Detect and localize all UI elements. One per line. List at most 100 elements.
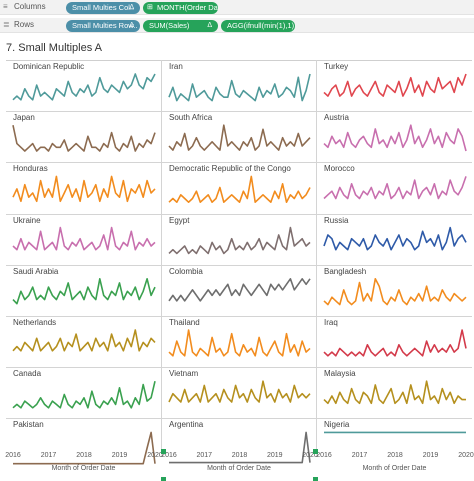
- panel-title: Malaysia: [324, 369, 356, 379]
- x-tick-label: 2019: [111, 452, 128, 459]
- rows-shelf-label: Rows: [14, 20, 35, 29]
- columns-pill-month-order-date[interactable]: ⊞ MONTH(Order Da..: [143, 2, 218, 14]
- panel-austria: Austria: [317, 111, 472, 162]
- panel-vietnam: Vietnam: [162, 367, 316, 418]
- series-line-austria: [323, 124, 467, 152]
- panel-title: Bangladesh: [324, 266, 367, 276]
- panel-nigeria: Nigeria: [317, 418, 472, 469]
- panel-democratic-republic-of-the-congo: Democratic Republic of the Congo: [162, 162, 316, 213]
- columns-shelf-label: Columns: [14, 2, 46, 11]
- series-line-canada: [12, 381, 156, 409]
- series-line-iran: [168, 73, 311, 102]
- series-line-malaysia: [323, 380, 466, 405]
- grid-top-border: [6, 60, 472, 61]
- panel-title: Canada: [13, 369, 42, 379]
- resize-handle[interactable]: [313, 449, 318, 454]
- series-line-netherlands: [12, 329, 156, 352]
- grid-divider: [316, 60, 317, 450]
- series-line-vietnam: [168, 380, 311, 403]
- x-tick-label: 2020: [147, 452, 163, 459]
- x-tick-label: 2017: [196, 452, 213, 459]
- panel-title: South Africa: [169, 113, 213, 123]
- rows-pill-sum-sales[interactable]: SUM(Sales) Δ: [143, 20, 218, 32]
- panel-title: Honduras: [13, 164, 48, 174]
- row-divider: [6, 367, 472, 369]
- x-axis-title: Month of Order Date: [362, 465, 427, 472]
- panel-bangladesh: Bangladesh: [317, 265, 472, 316]
- x-tick-label: 2017: [351, 452, 368, 459]
- panel-saudi-arabia: Saudi Arabia: [6, 265, 161, 316]
- panel-title: Iraq: [324, 318, 338, 327]
- series-line-russia: [323, 226, 467, 251]
- panel-title: Japan: [13, 113, 35, 123]
- series-line-bangladesh: [323, 277, 467, 306]
- rows-icon: ≣: [3, 20, 10, 29]
- panel-title: Austria: [324, 113, 349, 123]
- panel-malaysia: Malaysia: [317, 367, 472, 418]
- panel-title: Nigeria: [324, 420, 350, 430]
- panel-russia: Russia: [317, 214, 472, 265]
- series-line-ukraine: [12, 226, 156, 251]
- panel-title: Russia: [324, 215, 349, 225]
- pill-text: MONTH(Order Da..: [157, 3, 218, 12]
- panel-dominican-republic: Dominican Republic: [6, 60, 161, 111]
- series-line-egypt: [168, 226, 311, 255]
- x-tick-label: 2018: [76, 452, 92, 459]
- panel-japan: Japan: [6, 111, 161, 162]
- x-axis-title: Month of Order Date: [207, 465, 271, 472]
- resize-handle[interactable]: [161, 449, 166, 454]
- panel-iran: Iran: [162, 60, 316, 111]
- resize-handle[interactable]: [161, 477, 166, 481]
- row-divider: [6, 264, 472, 266]
- panel-ukraine: Ukraine: [6, 214, 161, 265]
- columns-shelf: ≡ Columns Small Multies Col.. Δ ⊞ MONTH(…: [0, 0, 474, 15]
- delta-icon: Δ: [129, 4, 134, 11]
- row-divider: [6, 162, 472, 164]
- series-line-colombia: [168, 277, 311, 302]
- pill-text: Small Multies Row..: [72, 21, 138, 30]
- pill-text: SUM(Sales): [149, 21, 190, 30]
- resize-handle[interactable]: [313, 477, 318, 481]
- x-tick-label: 2017: [40, 452, 57, 459]
- series-line-dominican-republic: [12, 73, 156, 101]
- x-tick-label: 2019: [266, 452, 283, 459]
- rows-pill-agg-ifnull[interactable]: AGG(ifnull(min(1),1)): [221, 20, 295, 32]
- series-line-morocco: [323, 176, 467, 200]
- rows-pill-small-multiples-row[interactable]: Small Multies Row.. Δ: [66, 20, 140, 32]
- panel-title: Iran: [169, 62, 183, 71]
- x-tick-label: 2020: [302, 452, 318, 459]
- series-line-iraq: [323, 329, 467, 357]
- x-axis-title: Month of Order Date: [51, 465, 116, 472]
- panel-netherlands: Netherlands: [6, 316, 161, 367]
- rows-shelf: ≣ Rows Small Multies Row.. Δ SUM(Sales) …: [0, 18, 474, 33]
- delta-icon: Δ: [129, 22, 134, 29]
- panel-title: Netherlands: [13, 318, 57, 327]
- series-line-saudi-arabia: [12, 277, 156, 305]
- panel-title: Democratic Republic of the Congo: [169, 164, 291, 174]
- panel-pakistan: Pakistan: [6, 418, 161, 469]
- series-line-south-africa: [168, 124, 311, 151]
- panel-title: Egypt: [169, 215, 190, 225]
- x-tick-label: 2018: [231, 452, 248, 459]
- grid-divider: [161, 60, 162, 450]
- date-plus-icon: ⊞: [147, 4, 153, 11]
- panel-title: Colombia: [169, 266, 203, 276]
- x-tick-label: 2018: [387, 452, 403, 459]
- series-line-pakistan: [13, 431, 156, 465]
- panel-title: Vietnam: [169, 369, 199, 379]
- pill-text: Small Multies Col..: [72, 3, 135, 12]
- panel-title: Morocco: [324, 164, 355, 174]
- panel-iraq: Iraq: [317, 316, 472, 367]
- panel-turkey: Turkey: [317, 60, 472, 111]
- pill-text: AGG(ifnull(min(1),1)): [227, 21, 295, 30]
- x-tick-label: 2016: [5, 452, 21, 459]
- series-line-democratic-republic-of-the-congo: [168, 175, 311, 203]
- panel-title: Pakistan: [13, 420, 44, 430]
- series-line-honduras: [12, 175, 156, 203]
- panel-title: Turkey: [324, 62, 349, 71]
- panel-honduras: Honduras: [6, 162, 161, 213]
- columns-pill-small-multiples-col[interactable]: Small Multies Col.. Δ: [66, 2, 140, 14]
- panel-title: Saudi Arabia: [13, 266, 59, 276]
- panel-title: Dominican Republic: [13, 62, 85, 71]
